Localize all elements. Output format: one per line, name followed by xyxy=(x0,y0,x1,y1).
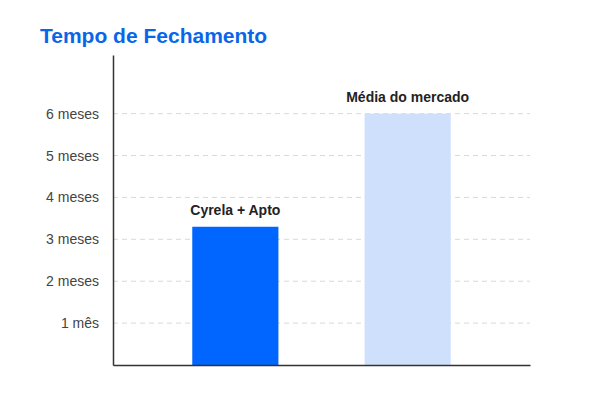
bar xyxy=(192,227,278,365)
bar xyxy=(365,114,451,365)
y-tick: 1 mês xyxy=(61,315,113,331)
chart: Tempo de Fechamento Cyrela + Apto Média do… xyxy=(0,0,600,400)
category-label: Cyrela + Apto xyxy=(190,202,280,218)
y-tick-label: 5 meses xyxy=(46,148,99,164)
y-tick-label: 4 meses xyxy=(46,189,99,205)
y-tick: 4 meses xyxy=(46,189,113,205)
grid-line xyxy=(113,323,530,324)
grid-line xyxy=(113,197,530,198)
y-tick-label: 3 meses xyxy=(46,231,99,247)
y-tick-label: 2 meses xyxy=(46,273,99,289)
category-labels: Cyrela + Apto Média do mercado xyxy=(190,89,469,218)
y-axis-line xyxy=(113,56,115,366)
grid-line xyxy=(113,281,530,282)
y-tick-label: 6 meses xyxy=(46,106,99,122)
title: Tempo de Fechamento xyxy=(40,24,267,47)
x-axis xyxy=(114,365,531,366)
grid-line xyxy=(113,155,530,156)
y-tick-label: 1 mês xyxy=(61,315,99,331)
y-axis: 1 mês 2 meses 3 meses 4 meses 5 meses 6 meses xyxy=(46,56,113,366)
grid-line xyxy=(113,239,530,240)
y-tick: 2 meses xyxy=(46,273,113,289)
y-tick: 3 meses xyxy=(46,231,113,247)
y-tick: 6 meses xyxy=(46,106,113,122)
grid xyxy=(113,114,530,323)
bars xyxy=(192,114,450,365)
y-tick: 5 meses xyxy=(46,148,113,164)
grid-line xyxy=(113,113,530,114)
chart-container: Tempo de Fechamento Cyrela + Apto Média do… xyxy=(0,0,600,400)
category-label: Média do mercado xyxy=(346,89,469,105)
x-axis-line xyxy=(114,365,531,367)
